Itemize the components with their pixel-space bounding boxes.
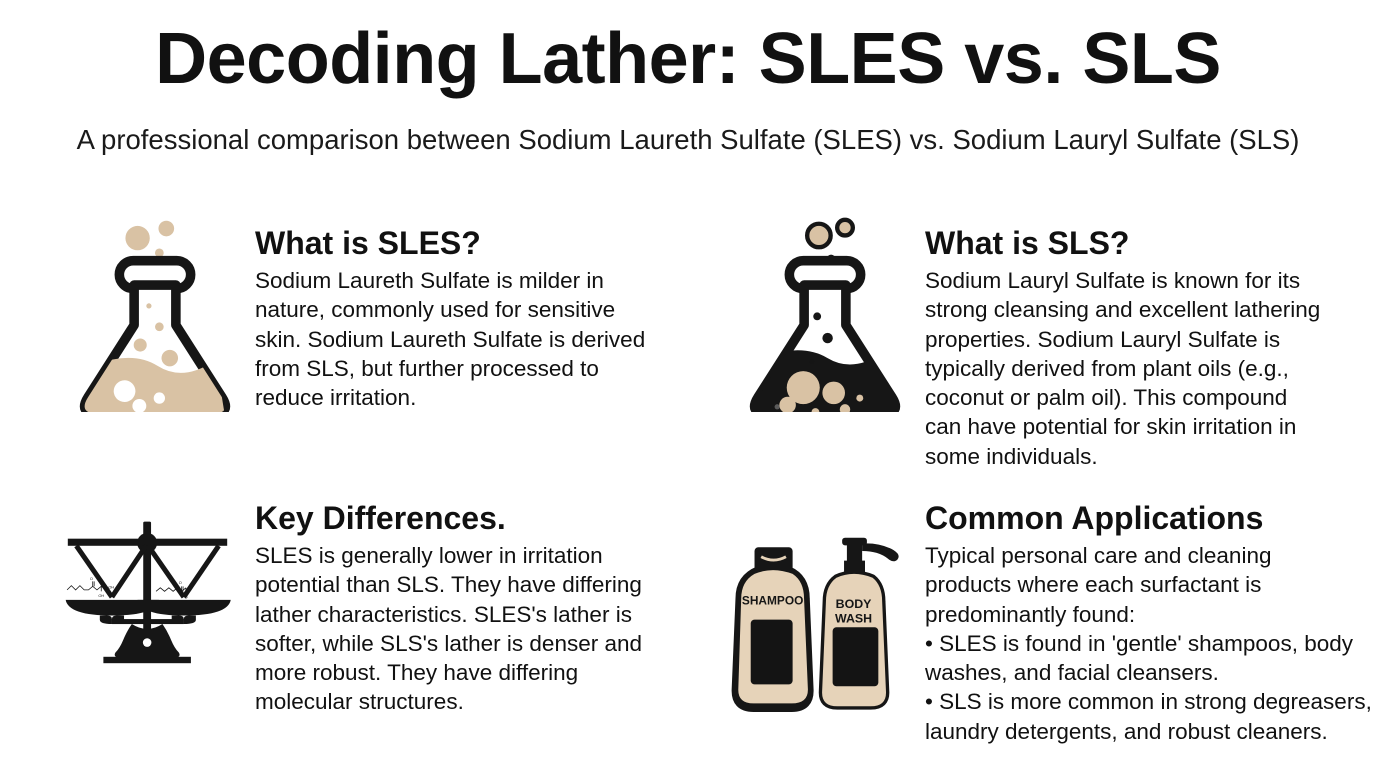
svg-text:BODY: BODY: [836, 597, 872, 611]
svg-text:SHAMPOO: SHAMPOO: [742, 593, 803, 607]
svg-text:O: O: [90, 576, 93, 581]
svg-text:O: O: [185, 594, 188, 599]
svg-text:OH: OH: [108, 584, 114, 589]
svg-text:O: O: [179, 580, 182, 585]
svg-text:WASH: WASH: [835, 611, 872, 625]
svg-text:OH: OH: [98, 593, 104, 598]
